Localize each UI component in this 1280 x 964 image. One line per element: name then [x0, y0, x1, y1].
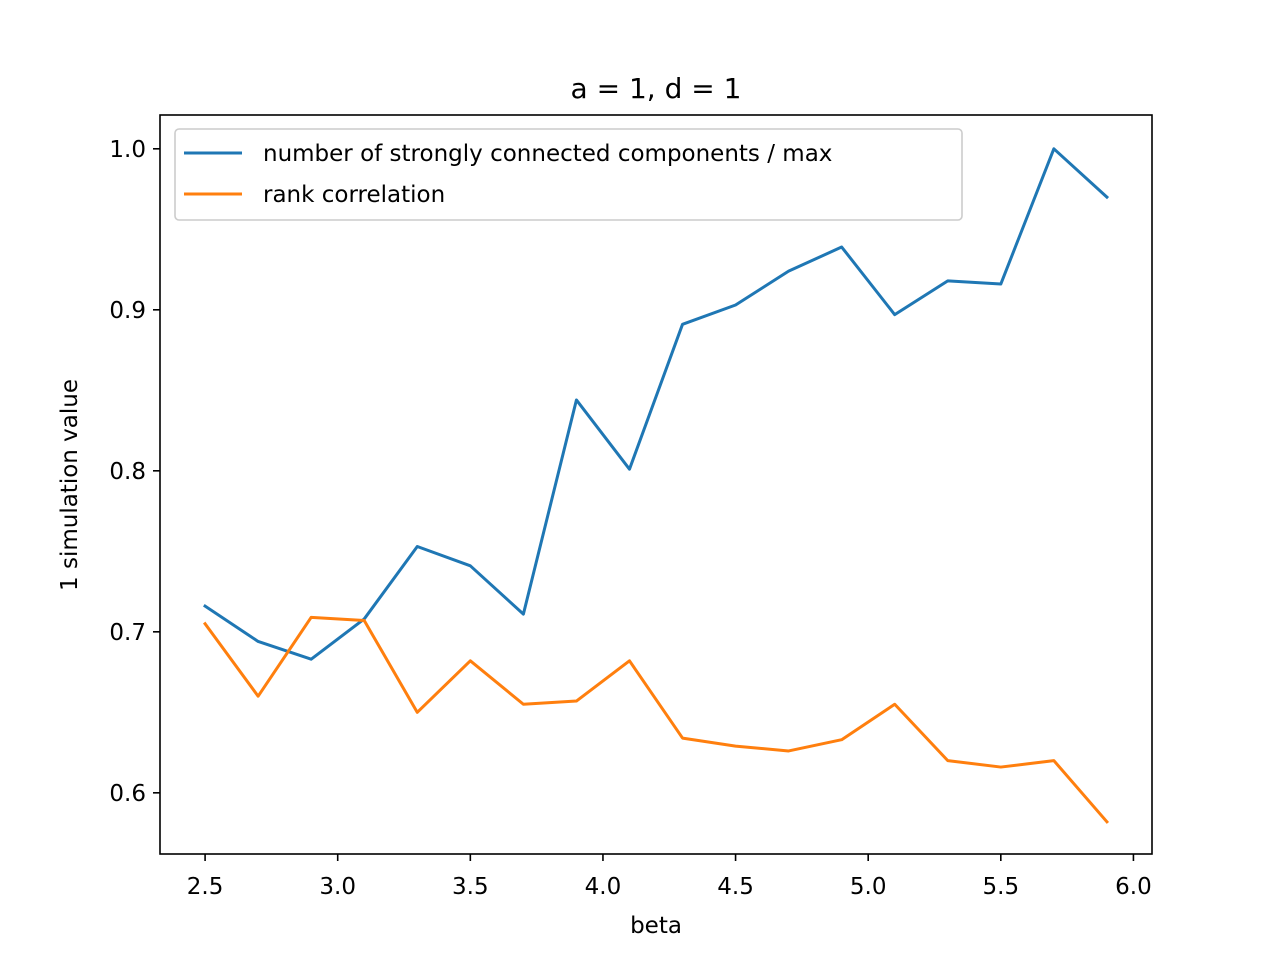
- x-axis: 2.5 3.0 3.5 4.0 4.5 5.0 5.5 6.0: [187, 854, 1152, 900]
- x-tick-label: 4.5: [717, 874, 754, 900]
- y-axis: 0.6 0.7 0.8 0.9 1.0: [109, 137, 160, 807]
- legend-label-rank-correlation: rank correlation: [263, 182, 445, 208]
- x-tick-label: 6.0: [1115, 874, 1152, 900]
- x-axis-label: beta: [630, 913, 682, 939]
- x-tick-label: 5.0: [850, 874, 887, 900]
- series-line-scc: [203, 147, 1110, 661]
- x-tick-label: 3.0: [319, 874, 356, 900]
- x-tick-label: 3.5: [452, 874, 489, 900]
- x-tick-label: 5.5: [983, 874, 1020, 900]
- y-axis-label: 1 simulation value: [57, 379, 83, 591]
- x-tick-label: 2.5: [187, 874, 224, 900]
- series-layer: [202, 147, 1110, 824]
- series-line-rank-correlation: [202, 615, 1110, 824]
- y-tick-label: 0.9: [109, 298, 146, 324]
- legend: number of strongly connected components …: [174, 128, 963, 221]
- y-tick-label: 0.6: [109, 781, 146, 807]
- y-tick-label: 0.7: [109, 620, 146, 646]
- legend-label-scc: number of strongly connected components …: [263, 141, 832, 167]
- plot-frame: [159, 114, 1153, 855]
- chart-title: a = 1, d = 1: [571, 72, 742, 105]
- legend-box: [174, 128, 963, 221]
- x-tick-label: 4.0: [585, 874, 622, 900]
- y-tick-label: 1.0: [109, 137, 146, 163]
- y-tick-label: 0.8: [109, 459, 146, 485]
